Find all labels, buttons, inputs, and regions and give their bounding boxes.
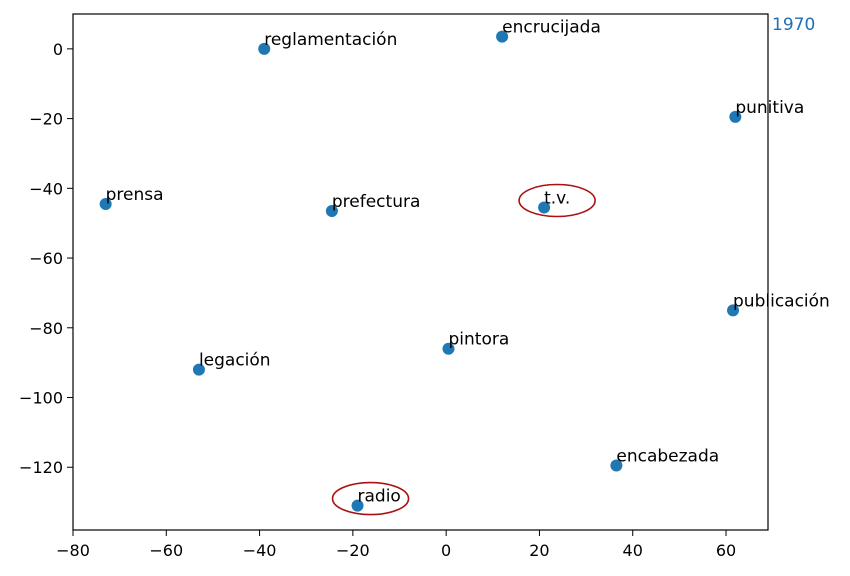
- labels-layer: reglamentación encrucijada punitiva prensa p…: [106, 18, 830, 507]
- x-tick-label: −40: [243, 541, 277, 560]
- point-label: encabezada: [616, 447, 719, 467]
- x-tick-label: 60: [716, 541, 736, 560]
- y-tick-label: −40: [29, 179, 63, 198]
- scatter-point: [610, 459, 623, 472]
- y-tick-label: −80: [29, 319, 63, 338]
- y-tick-label: 0: [53, 40, 63, 59]
- scatter-point: [325, 204, 338, 217]
- x-tick-label: −80: [56, 541, 90, 560]
- point-label: publicación: [733, 291, 830, 311]
- point-label: prensa: [106, 185, 164, 205]
- highlight-ellipse: [518, 183, 596, 218]
- y-tick-label: −60: [29, 249, 63, 268]
- x-tick-label: −20: [336, 541, 370, 560]
- points-layer: [99, 30, 742, 512]
- point-label: radio: [358, 487, 401, 507]
- y-tick-label: −120: [19, 458, 63, 477]
- scatter-point: [351, 499, 364, 512]
- point-label: t.v.: [544, 189, 570, 209]
- x-tick-label: 20: [529, 541, 549, 560]
- point-label: legación: [199, 351, 271, 371]
- x-tick-label: −60: [149, 541, 183, 560]
- point-label: prefectura: [332, 192, 421, 212]
- scatter-point: [729, 110, 742, 123]
- scatter-point: [538, 201, 551, 214]
- point-label: reglamentación: [264, 30, 397, 50]
- scatter-point: [727, 304, 740, 317]
- corner-year-label: 1970: [772, 15, 815, 35]
- point-label: encrucijada: [502, 18, 601, 38]
- ticks-layer: −80 −60 −40 −20 0 20 40 60 0 −20 −40 −60 −80 −100 −120: [19, 40, 736, 560]
- scatter-point: [192, 363, 205, 376]
- x-tick-label: 40: [623, 541, 643, 560]
- scatter-point: [99, 198, 112, 211]
- y-tick-label: −100: [19, 389, 63, 408]
- highlight-layer: [331, 183, 596, 516]
- scatter-point: [258, 42, 271, 55]
- x-tick-label: 0: [441, 541, 451, 560]
- highlight-ellipse: [331, 481, 410, 516]
- plot-frame: [72, 13, 769, 531]
- scatter-point: [496, 30, 509, 43]
- scatter-point: [442, 342, 455, 355]
- point-label: pintora: [448, 330, 509, 350]
- point-label: punitiva: [735, 98, 804, 118]
- y-tick-label: −20: [29, 110, 63, 129]
